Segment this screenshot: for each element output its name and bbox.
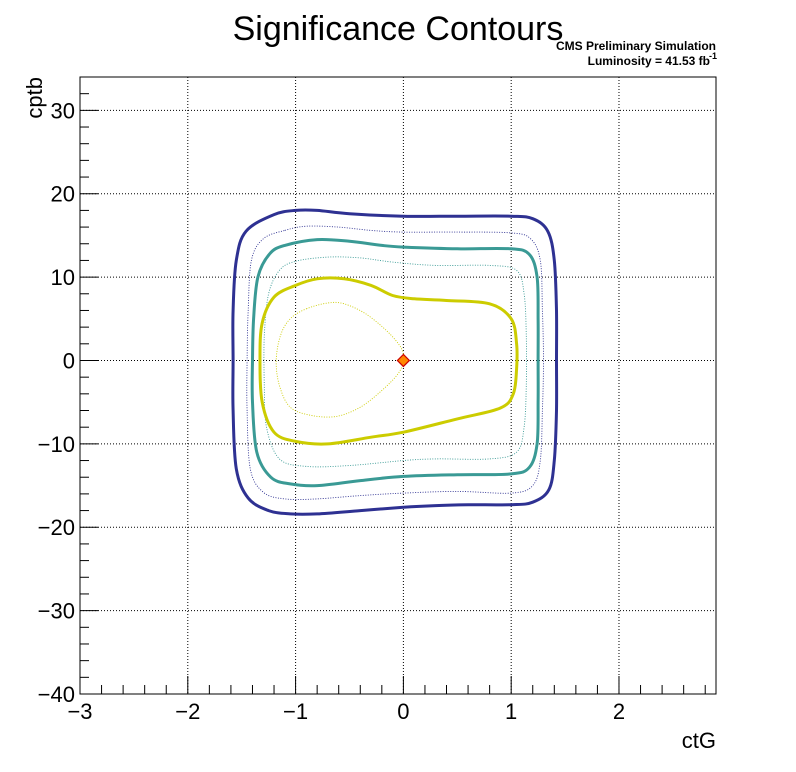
y-tick-labels: −40 −30 −20 −10 0 10 20 30 xyxy=(38,98,75,707)
y-tick-label: 30 xyxy=(51,98,75,123)
x-tick-label: −2 xyxy=(175,699,200,724)
cms-label: CMS Preliminary Simulation xyxy=(556,39,716,53)
grid-lines xyxy=(80,77,716,694)
x-tick-label: 2 xyxy=(613,699,625,724)
x-tick-label: 0 xyxy=(397,699,409,724)
luminosity-text: Luminosity = 41.53 fb xyxy=(588,54,710,68)
y-tick-label: −30 xyxy=(38,599,75,624)
plot-frame xyxy=(79,76,717,695)
y-tick-label: −20 xyxy=(38,515,75,540)
chart-title: Significance Contours xyxy=(233,10,564,48)
x-tick-label: 1 xyxy=(505,699,517,724)
axis-ticks xyxy=(79,76,706,695)
y-tick-label: 0 xyxy=(63,348,75,373)
contour-line xyxy=(258,276,519,446)
y-axis-label: cptb xyxy=(22,77,47,119)
y-tick-label: −10 xyxy=(38,432,75,457)
luminosity-label: Luminosity = 41.53 fb xyxy=(588,54,710,68)
contour-line xyxy=(231,208,559,516)
x-tick-label: −3 xyxy=(67,699,92,724)
y-tick-label: 20 xyxy=(51,182,75,207)
best-fit-marker-group xyxy=(396,353,411,368)
luminosity-exponent: -1 xyxy=(709,51,717,61)
x-axis-label: ctG xyxy=(682,728,716,753)
x-tick-label: −1 xyxy=(283,699,308,724)
contour-line xyxy=(263,256,527,468)
contour-lines xyxy=(231,208,559,516)
contour-line xyxy=(246,225,544,500)
y-tick-label: −40 xyxy=(38,682,75,707)
y-tick-label: 10 xyxy=(51,265,75,290)
best-fit-marker xyxy=(396,353,411,368)
x-tick-labels: −3 −2 −1 0 1 2 xyxy=(67,699,625,724)
contour-line xyxy=(275,301,405,418)
contour-line xyxy=(250,237,540,488)
